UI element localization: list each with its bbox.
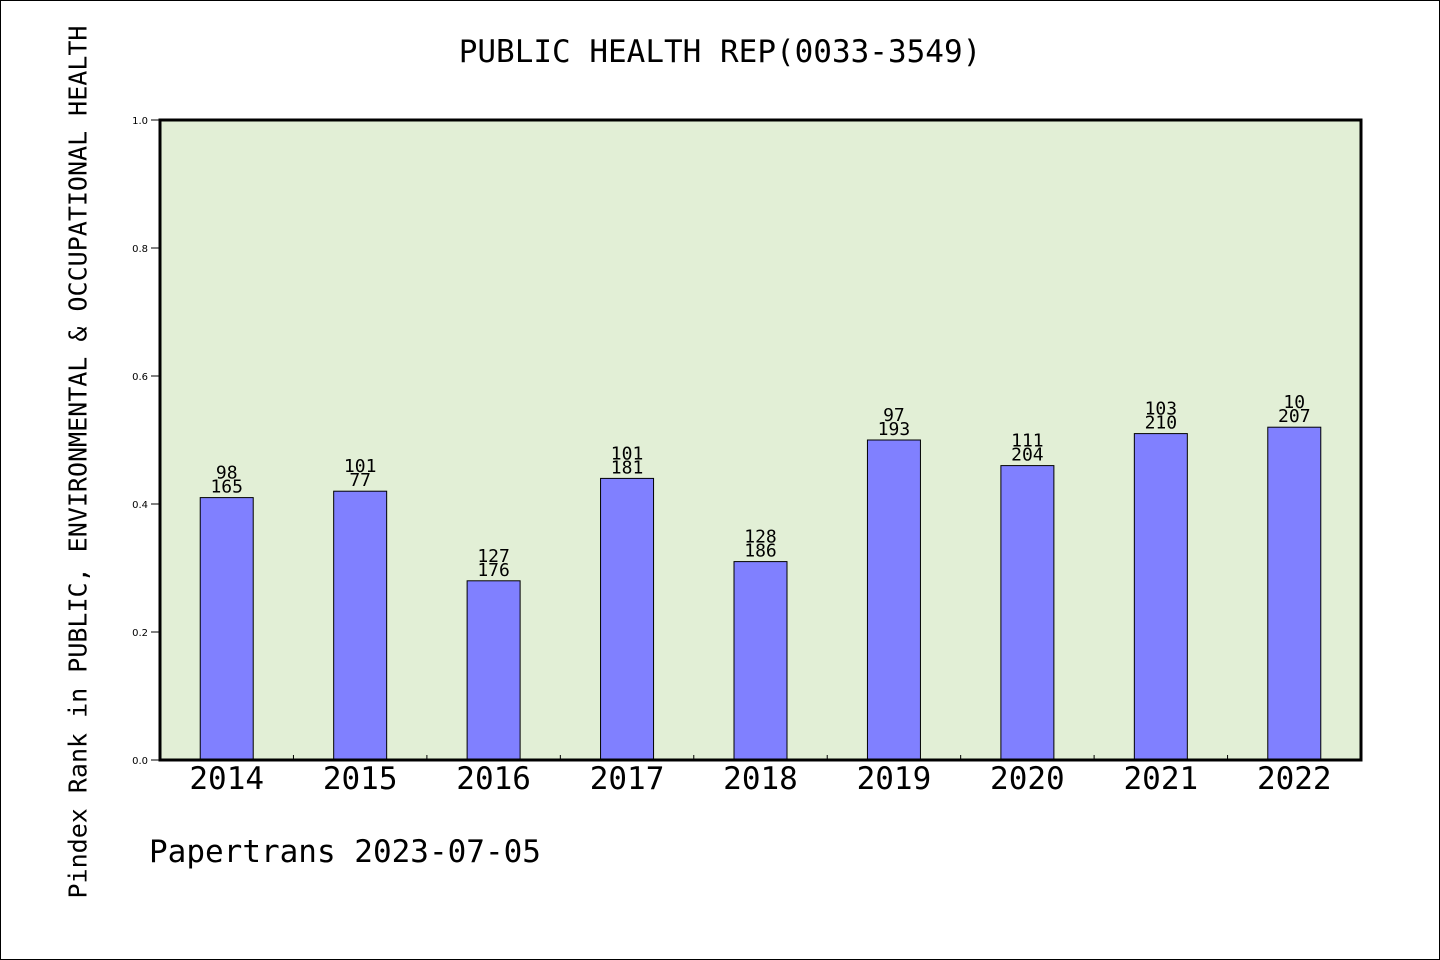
- bar-label-bottom: 193: [878, 419, 911, 440]
- bar-label-top: 111: [1011, 431, 1044, 452]
- bar-2015: [333, 490, 388, 761]
- bar-2014: [199, 497, 254, 761]
- bar-label-bottom: 165: [210, 477, 243, 498]
- y-tick-label: 0.4: [132, 500, 148, 511]
- bar-label-bottom: 210: [1145, 413, 1178, 434]
- bar-2021: [1133, 433, 1188, 761]
- bar-label-top: 98: [216, 463, 238, 484]
- y-tick-label: 0.0: [132, 756, 148, 767]
- x-tick-label: 2019: [857, 761, 932, 797]
- bar-2019: [866, 439, 921, 761]
- bar-label-bottom: 176: [477, 560, 510, 581]
- chart-title: PUBLIC HEALTH REP(0033-3549): [458, 34, 982, 70]
- bar-label-top: 127: [477, 546, 510, 567]
- bar-label-bottom: 77: [349, 470, 371, 491]
- bar-label-bottom: 186: [744, 541, 777, 562]
- x-tick-label: 2017: [590, 761, 665, 797]
- bar-label-top: 101: [344, 456, 377, 477]
- bar-label-top: 128: [744, 527, 777, 548]
- x-tick-label: 2016: [456, 761, 531, 797]
- bar-2018: [733, 561, 788, 761]
- x-tick-label: 2022: [1257, 761, 1332, 797]
- bar-label-top: 97: [883, 405, 905, 426]
- footer-credit: Papertrans 2023-07-05: [149, 834, 541, 870]
- bar-label-top: 101: [611, 443, 644, 464]
- bar-label-bottom: 181: [611, 457, 644, 478]
- x-tick-label: 2020: [990, 761, 1065, 797]
- bar-2022: [1267, 426, 1322, 761]
- bar-label-bottom: 207: [1278, 406, 1311, 427]
- bar-2016: [466, 580, 521, 761]
- bar-2017: [600, 477, 655, 761]
- bar-label-top: 103: [1145, 399, 1178, 420]
- y-tick-label: 0.6: [132, 372, 148, 383]
- x-tick-label: 2015: [323, 761, 398, 797]
- y-tick-label: 1.0: [132, 116, 148, 127]
- bar-label-bottom: 204: [1011, 445, 1044, 466]
- bar-2020: [1000, 465, 1055, 761]
- y-tick-label: 0.2: [132, 628, 148, 639]
- x-tick-label: 2021: [1124, 761, 1199, 797]
- x-tick-label: 2014: [189, 761, 264, 797]
- x-tick-label: 2018: [723, 761, 798, 797]
- y-tick-label: 0.8: [132, 244, 148, 255]
- bar-label-top: 10: [1283, 392, 1305, 413]
- plot-border: [158, 118, 1363, 762]
